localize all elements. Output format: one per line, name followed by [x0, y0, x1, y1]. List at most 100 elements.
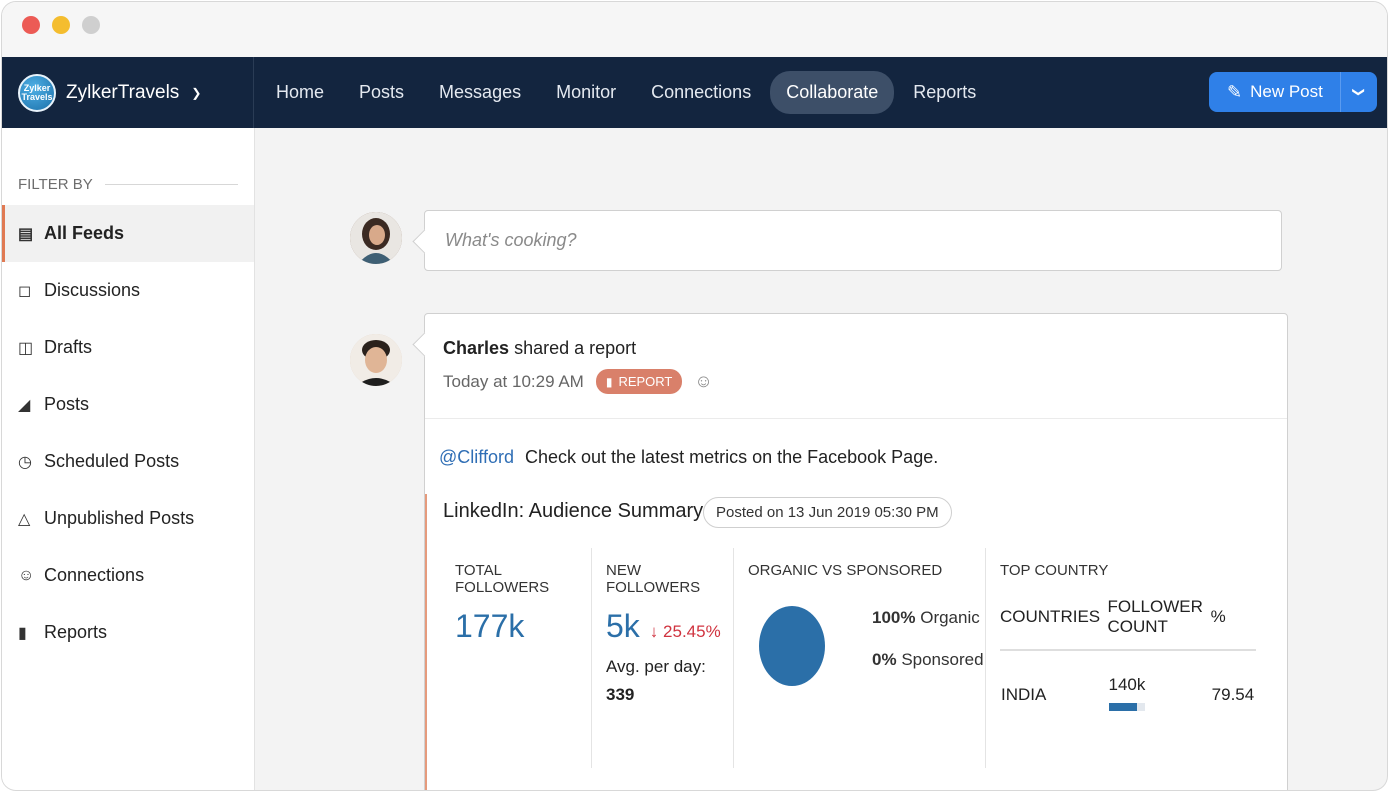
avg-label: Avg. per day: [606, 657, 706, 676]
sidebar-item-drafts[interactable]: ◫ Drafts [2, 319, 254, 376]
post-message: @Clifford Check out the latest metrics o… [425, 419, 1287, 468]
bar-chart-icon: ▮ [605, 374, 613, 389]
nav-messages[interactable]: Messages [439, 82, 522, 102]
legend-sponsored: 0% Sponsored [872, 650, 984, 670]
post-meta: Today at 10:29 AM ▮ REPORT ☺ [443, 369, 1287, 394]
sponsored-label: Sponsored [901, 650, 984, 669]
post-composer[interactable] [424, 210, 1282, 271]
post-author[interactable]: Charles [443, 338, 510, 358]
feed-area: Charles shared a report Today at 10:29 A… [255, 128, 1387, 790]
sidebar: FILTER BY ▤ All Feeds ◻ Discussions ◫ Dr… [2, 128, 255, 790]
post-header: Charles shared a report Today at 10:29 A… [425, 314, 1287, 419]
post-timestamp: Today at 10:29 AM [443, 371, 584, 391]
warning-icon: △ [18, 510, 31, 528]
follower-count-value: 140k [1108, 675, 1146, 694]
filter-heading: FILTER BY [18, 176, 254, 193]
sidebar-item-reports[interactable]: ▮ Reports [2, 604, 254, 661]
people-icon[interactable]: ☺ [694, 371, 713, 391]
pie-chart-svg [759, 606, 825, 686]
metric-label: NEW FOLLOWERS [606, 562, 701, 596]
metric-label: TOTAL FOLLOWERS [455, 562, 550, 596]
table-row: INDIA 140k 79.54 [1000, 650, 1256, 712]
user-photo [350, 212, 402, 264]
sidebar-item-label: Reports [44, 622, 108, 642]
report-title: LinkedIn: Audience Summary [443, 500, 704, 522]
sponsored-percent: 0% [872, 650, 897, 669]
feed-icon: ▤ [18, 225, 34, 243]
pie-chart [758, 604, 828, 693]
column-header-line: FOLLOWER [1107, 597, 1203, 616]
pie-slice-organic [759, 606, 825, 686]
nav-home[interactable]: Home [276, 82, 325, 102]
sidebar-item-label: Unpublished Posts [44, 508, 195, 528]
table-header-row: COUNTRIES FOLLOWER COUNT % [1000, 597, 1256, 651]
new-post-dropdown-button[interactable]: ❯ [1340, 72, 1377, 112]
close-window-button[interactable] [22, 16, 40, 34]
zoom-window-button[interactable] [82, 16, 100, 34]
sidebar-item-label: Connections [44, 565, 145, 585]
nav-reports[interactable]: Reports [913, 82, 977, 102]
sidebar-item-scheduled-posts[interactable]: ◷ Scheduled Posts [2, 433, 254, 490]
filter-list: ▤ All Feeds ◻ Discussions ◫ Drafts ◢ Pos… [2, 205, 254, 661]
brand-logo: Zylker Travels [18, 73, 56, 112]
column-header-line: COUNT [1107, 617, 1168, 636]
divider [104, 184, 238, 185]
mention-link[interactable]: @Clifford [439, 447, 514, 467]
users-icon: ☺ [18, 566, 35, 584]
sidebar-item-label: Discussions [44, 280, 141, 300]
author-photo [350, 334, 402, 386]
minimize-window-button[interactable] [52, 16, 70, 34]
discussion-icon: ◻ [18, 282, 32, 300]
post-action: shared a report [514, 338, 637, 358]
sidebar-item-label: Scheduled Posts [44, 451, 180, 471]
avatar [350, 334, 402, 386]
sidebar-item-label: Drafts [44, 337, 93, 357]
post-message-text: Check out the latest metrics on the Face… [524, 447, 939, 467]
sidebar-item-label: All Feeds [44, 223, 125, 243]
sidebar-item-connections[interactable]: ☺ Connections [2, 547, 254, 604]
filter-label: FILTER BY [18, 176, 93, 193]
nav-collaborate[interactable]: Collaborate [770, 71, 895, 114]
metrics-row: TOTAL FOLLOWERS 177k NEW FOLLOWERS 5k ↓ 2… [441, 548, 1273, 768]
pencil-icon: ✎ [1227, 81, 1243, 102]
sidebar-item-all-feeds[interactable]: ▤ All Feeds [2, 205, 254, 262]
avg-value: 339 [606, 685, 635, 704]
sidebar-item-discussions[interactable]: ◻ Discussions [2, 262, 254, 319]
sidebar-item-unpublished-posts[interactable]: △ Unpublished Posts [2, 490, 254, 547]
cell-country: INDIA [1001, 685, 1047, 704]
composer-input[interactable] [443, 229, 1281, 252]
country-table: COUNTRIES FOLLOWER COUNT % INDIA [1000, 597, 1256, 712]
nav-monitor[interactable]: Monitor [556, 82, 617, 102]
organic-percent: 100% [872, 608, 916, 627]
badge-label: REPORT [618, 374, 673, 389]
new-post-button[interactable]: ✎ New Post [1209, 72, 1340, 112]
top-navigation: Zylker Travels ZylkerTravels ❯ Home Post… [2, 57, 1387, 128]
metric-total-followers: TOTAL FOLLOWERS 177k [441, 548, 592, 768]
metric-value: 177k [455, 608, 525, 644]
new-post-label: New Post [1250, 82, 1323, 101]
posted-date-pill: Posted on 13 Jun 2019 05:30 PM [703, 497, 952, 528]
column-header-countries: COUNTRIES [1000, 597, 1108, 651]
change-value: 25.45% [663, 622, 721, 641]
sidebar-item-posts[interactable]: ◢ Posts [2, 376, 254, 433]
metric-organic-vs-sponsored: ORGANIC VS SPONSORED 100% Organic 0% [734, 548, 986, 768]
metric-value-row: 5k ↓ 25.45% [606, 608, 721, 645]
follower-count-bar [1108, 703, 1145, 711]
report-card: LinkedIn: Audience Summary Posted on 13 … [425, 494, 1287, 790]
brand-switcher[interactable]: Zylker Travels ZylkerTravels ❯ [2, 57, 254, 128]
metric-value: 5k [606, 608, 640, 644]
legend-organic: 100% Organic [872, 608, 980, 628]
organic-label: Organic [920, 608, 980, 627]
arrow-down-icon: ↓ [649, 622, 659, 641]
avg-per-day: Avg. per day: 339 [606, 653, 721, 709]
change-indicator: ↓ 25.45% [650, 622, 721, 641]
avatar [350, 212, 402, 264]
cell-follower-count: 140k [1108, 650, 1211, 712]
chevron-down-icon: ❯ [191, 85, 202, 100]
metric-top-country: TOP COUNTRY COUNTRIES FOLLOWER COUNT % [986, 548, 1268, 768]
nav-connections[interactable]: Connections [651, 82, 752, 102]
drafts-icon: ◫ [18, 339, 34, 357]
post-author-line: Charles shared a report [443, 338, 1287, 359]
nav-posts[interactable]: Posts [359, 82, 405, 102]
